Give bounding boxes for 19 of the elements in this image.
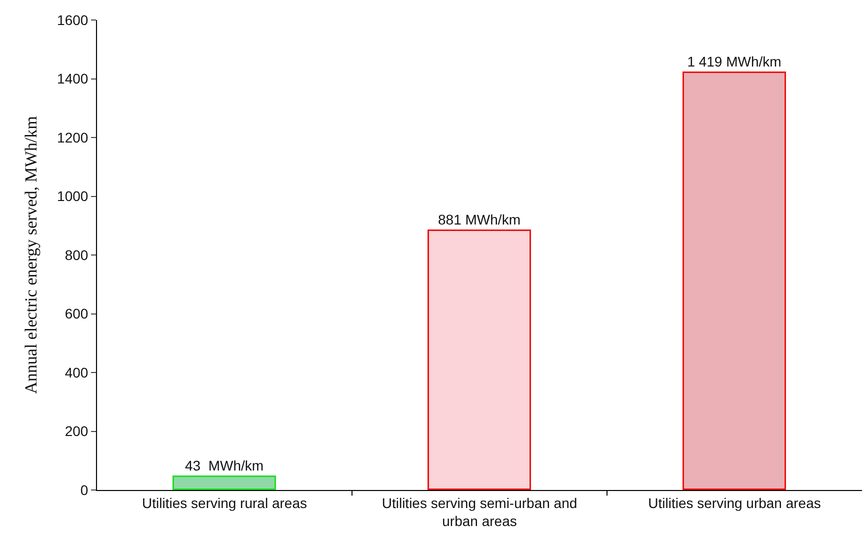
x-tick-label: Utilities serving semi-urban and urban areas xyxy=(382,494,578,529)
data-label: 43 MWh/km xyxy=(184,457,264,474)
y-axis-title: Annual electric energy served, MWh/km xyxy=(22,116,41,394)
data-label: 881 MWh/km xyxy=(438,211,520,228)
y-tick-label: 200 xyxy=(64,423,88,440)
x-tick-label: Utilities serving urban areas xyxy=(648,494,821,511)
y-tick-label: 800 xyxy=(64,246,88,263)
data-label: 1 419 MWh/km xyxy=(687,53,782,70)
y-tick-label: 1200 xyxy=(57,129,88,146)
y-tick-label: 600 xyxy=(64,306,88,322)
y-tick-label: 400 xyxy=(64,364,88,380)
y-tick-label: 0 xyxy=(80,482,88,498)
y-tick-label: 1600 xyxy=(57,12,88,28)
x-tick-label: Utilities serving rural areas xyxy=(142,494,307,511)
bar xyxy=(682,72,786,490)
bar xyxy=(428,230,531,490)
y-tick-label: 1400 xyxy=(57,70,88,87)
y-tick-label: 1000 xyxy=(57,188,88,204)
bar xyxy=(172,476,276,490)
